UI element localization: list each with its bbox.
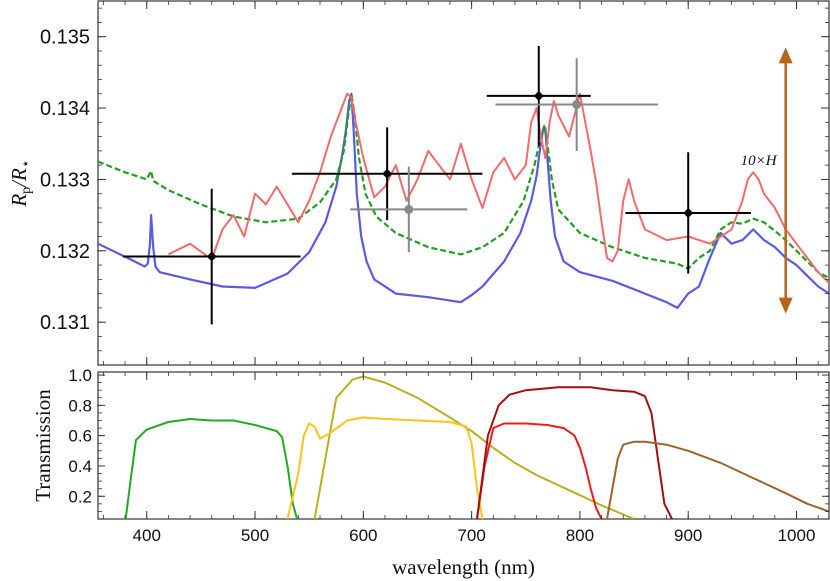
top-y-axis-label: Rp/R⋆ xyxy=(7,159,34,207)
measurement-point-5 xyxy=(495,58,658,151)
filter-curve-2 xyxy=(286,416,484,519)
ylabel-main: R xyxy=(7,194,31,208)
y-tick-label: 0.135 xyxy=(40,27,90,49)
y-tick-label: 0.8 xyxy=(68,396,92,415)
x-axis-label: wavelength (nm) xyxy=(392,555,535,579)
measurement-marker xyxy=(206,251,217,262)
x-tick-label: 700 xyxy=(457,526,485,545)
filter-curve-4 xyxy=(476,386,673,519)
x-tick-label: 500 xyxy=(241,526,269,545)
arrow-head-down xyxy=(778,297,793,314)
filter-curve-1 xyxy=(313,375,635,519)
arrow-head-up xyxy=(778,47,793,64)
measurement-group xyxy=(122,45,752,325)
x-tick-label: 900 xyxy=(674,526,702,545)
bottom-panel: 0.2 0.4 0.6 0.8 1.0 400 500 600 700 800 900 1000 Tr… xyxy=(31,366,830,579)
bottom-axes: 0.2 0.4 0.6 0.8 1.0 400 500 600 700 800 900 1000 xyxy=(68,366,829,545)
y-tick-label: 0.131 xyxy=(40,312,90,334)
ylabel-sub2: ⋆ xyxy=(19,159,34,168)
measurement-marker xyxy=(533,90,544,101)
x-tick-label: 800 xyxy=(566,526,594,545)
ylabel-sub1: p xyxy=(19,187,34,194)
measurement-marker xyxy=(382,168,393,179)
measurement-point-4 xyxy=(350,166,468,253)
series-model-c xyxy=(98,92,829,279)
x-tick-label: 1000 xyxy=(778,526,816,545)
measurement-point-3 xyxy=(625,152,752,274)
y-tick-label: 0.4 xyxy=(68,457,92,476)
measurement-point-2 xyxy=(486,45,591,146)
filter-curve-5 xyxy=(606,440,829,519)
bottom-panel-frame xyxy=(97,371,830,520)
y-tick-label: 1.0 xyxy=(68,366,92,385)
y-tick-label: 0.134 xyxy=(40,98,90,120)
y-tick-label: 0.133 xyxy=(40,169,90,191)
top-axes: 0.131 0.132 0.133 0.134 0.135 xyxy=(40,1,829,366)
bottom-y-axis-label: Transmission xyxy=(31,389,55,502)
top-series-group xyxy=(98,92,829,309)
scale-height-annotation: 10×H xyxy=(741,153,778,169)
measurement-marker xyxy=(572,99,582,109)
measurement-marker xyxy=(683,207,694,218)
x-tick-label: 600 xyxy=(349,526,377,545)
top-panel-frame xyxy=(97,0,830,366)
filter-curve-3 xyxy=(476,422,603,519)
y-tick-label: 0.6 xyxy=(68,427,92,446)
series-model-b xyxy=(98,92,829,309)
y-tick-label: 0.132 xyxy=(40,241,90,263)
y-tick-label: 0.2 xyxy=(68,487,92,506)
top-panel: 0.131 0.132 0.133 0.134 0.135 Rp/R⋆ 10×H xyxy=(7,0,830,366)
measurement-point-1 xyxy=(291,127,483,221)
scale-height-arrow xyxy=(778,47,793,314)
measurement-point-0 xyxy=(122,188,301,325)
filter-curve-0 xyxy=(124,418,299,519)
filter-curves-group xyxy=(124,375,829,519)
series-model-a xyxy=(167,92,829,284)
measurement-marker xyxy=(404,204,414,214)
x-tick-label: 400 xyxy=(133,526,161,545)
ylabel-slash: /R xyxy=(7,168,31,188)
